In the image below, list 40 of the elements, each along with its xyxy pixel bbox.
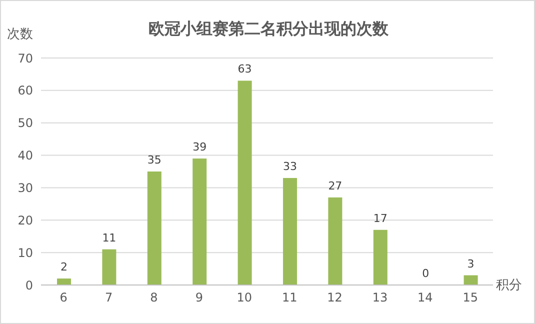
y-tick-label: 10 <box>18 246 33 260</box>
y-tick-label: 0 <box>25 278 33 292</box>
bar <box>328 197 342 285</box>
data-label: 35 <box>147 154 162 166</box>
chart-title: 欧冠小组赛第二名积分出现的次数 <box>148 19 388 38</box>
x-tick-label: 6 <box>60 290 68 305</box>
bar <box>192 158 207 285</box>
x-tick-label: 10 <box>236 290 252 305</box>
y-tick-label: 60 <box>18 84 33 98</box>
y-axis-title: 次数 <box>7 26 33 43</box>
x-tick-label: 12 <box>327 290 342 305</box>
data-label: 27 <box>328 179 342 192</box>
bar <box>373 230 388 285</box>
y-tick-label: 30 <box>18 180 33 195</box>
y-tick-label: 70 <box>18 51 33 66</box>
x-tick-label: 13 <box>372 290 388 305</box>
data-label: 63 <box>238 62 252 76</box>
x-tick-label: 14 <box>418 290 433 305</box>
bar <box>464 275 478 285</box>
bar <box>57 278 71 285</box>
bar <box>147 172 162 285</box>
data-label: 33 <box>283 160 297 173</box>
x-tick-label: 7 <box>104 290 113 305</box>
y-tick-label: 20 <box>18 213 33 228</box>
bar <box>102 249 116 285</box>
y-tick-label: 40 <box>18 148 33 163</box>
data-label: 39 <box>192 140 207 154</box>
bar <box>283 178 297 285</box>
x-tick-label: 11 <box>282 290 298 305</box>
bar <box>238 80 252 285</box>
x-tick-label: 8 <box>150 290 158 305</box>
data-label: 2 <box>60 260 68 274</box>
data-label: 0 <box>422 267 430 280</box>
y-tick-label: 50 <box>18 116 33 130</box>
data-label: 17 <box>373 212 388 225</box>
x-tick-label: 9 <box>195 290 204 305</box>
x-tick-label: 15 <box>462 290 478 305</box>
data-label: 3 <box>467 257 474 270</box>
x-axis-title: 积分 <box>496 277 522 294</box>
data-label: 11 <box>102 231 116 244</box>
